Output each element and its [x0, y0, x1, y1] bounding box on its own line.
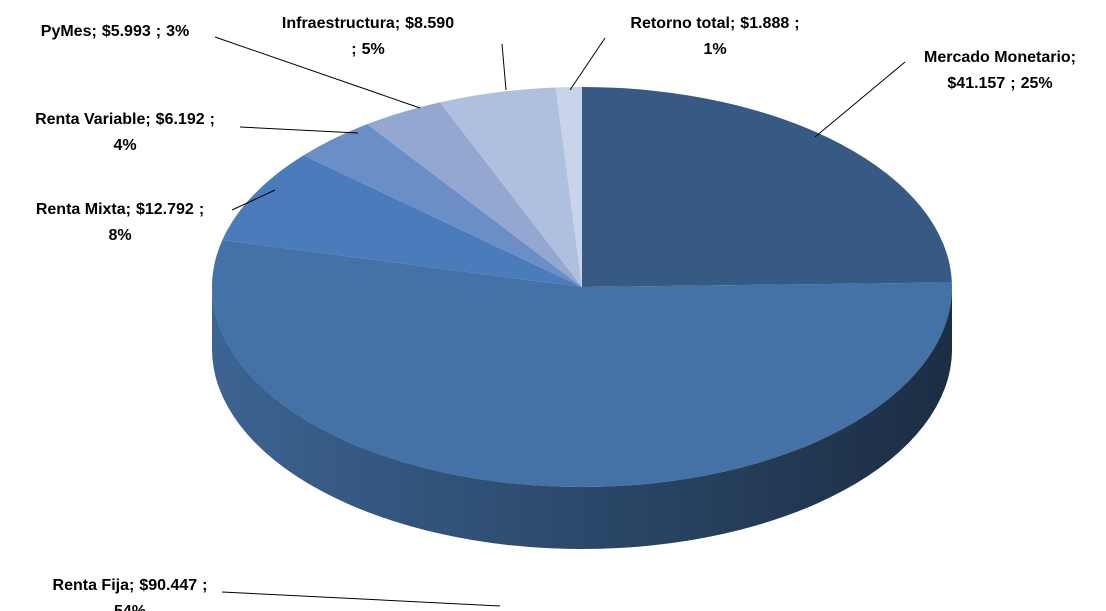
slice	[582, 87, 952, 287]
label-part: $5.993	[102, 23, 151, 40]
label-part: ;	[91, 23, 96, 40]
label-part: ;	[210, 111, 215, 128]
label-part: 1%	[703, 41, 726, 58]
label-part: $6.192	[156, 111, 205, 128]
data-label: Renta Mixta; $12.792; 8%	[36, 201, 204, 244]
label-part: ;	[126, 201, 131, 218]
slice	[367, 102, 582, 288]
leader-line	[221, 591, 501, 607]
leader-line	[239, 126, 359, 134]
slice	[222, 155, 583, 287]
label-part: 8%	[108, 227, 131, 244]
label-part: Renta Variable	[35, 111, 145, 128]
label-part: Infraestructura	[282, 15, 395, 32]
label-part: Renta Fija	[53, 577, 130, 594]
slice	[303, 124, 582, 288]
label-part: ;	[730, 15, 735, 32]
leader-line	[814, 61, 906, 138]
label-part: $41.157	[947, 75, 1005, 92]
label-part: ;	[351, 41, 356, 58]
label-part: 5%	[362, 41, 385, 58]
slice	[555, 87, 582, 287]
label-part: ;	[1010, 75, 1015, 92]
label-part: $1.888	[740, 15, 789, 32]
label-part: $8.590	[405, 15, 454, 32]
data-label: Renta Fija; $90.447; 54%	[53, 577, 208, 611]
label-part: ;	[156, 23, 161, 40]
leader-line	[501, 43, 507, 91]
data-label: PyMes; $5.993; 3%	[41, 23, 189, 40]
label-part: ;	[794, 15, 799, 32]
label-part: Retorno total	[630, 15, 730, 32]
slice	[439, 87, 582, 287]
label-part: Renta Mixta	[36, 201, 126, 218]
label-part: ;	[199, 201, 204, 218]
data-label: Renta Variable; $6.192; 4%	[35, 111, 215, 154]
label-part: ;	[1071, 49, 1076, 66]
data-label: Infraestructura; $8.590; 5%	[282, 15, 454, 58]
slice-side-shade	[212, 287, 952, 549]
label-part: 54%	[114, 603, 146, 611]
slice	[212, 239, 952, 487]
label-part: 25%	[1021, 75, 1053, 92]
label-part: ;	[395, 15, 400, 32]
label-part: 3%	[166, 23, 189, 40]
label-part: ;	[145, 111, 150, 128]
label-part: Mercado Monetario	[924, 49, 1071, 66]
label-part: PyMes	[41, 23, 92, 40]
label-part: ;	[129, 577, 134, 594]
leader-line	[214, 36, 421, 109]
data-label: Mercado Monetario; $41.157; 25%	[924, 49, 1076, 92]
leader-line	[231, 189, 276, 211]
data-label: Retorno total; $1.888; 1%	[630, 15, 799, 58]
label-part: $90.447	[139, 577, 197, 594]
leader-line	[569, 37, 606, 91]
label-part: ;	[202, 577, 207, 594]
label-part: $12.792	[136, 201, 194, 218]
label-part: 4%	[113, 137, 136, 154]
